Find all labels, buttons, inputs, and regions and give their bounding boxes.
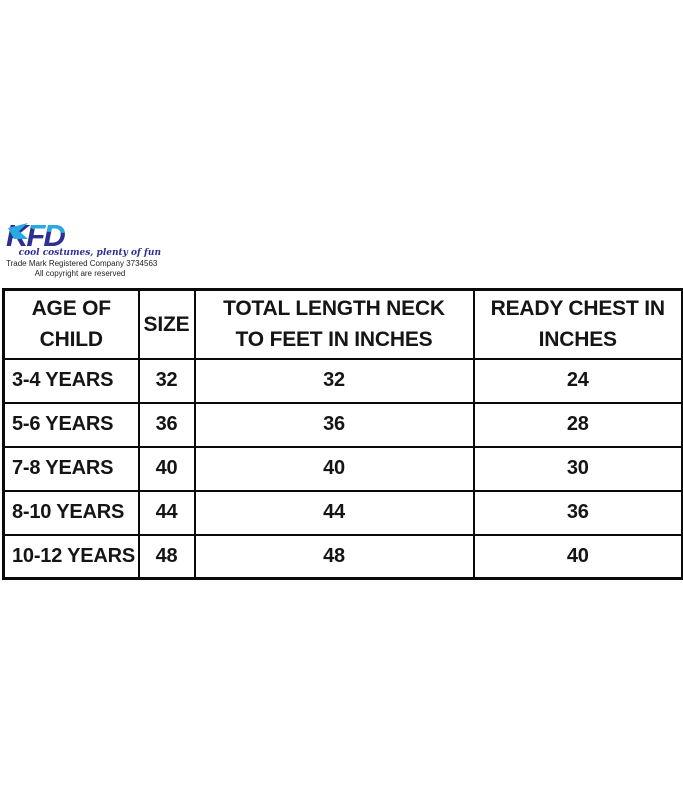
table-row: 3-4 YEARS 32 32 24 [2, 357, 683, 404]
logo-swoosh-shape [8, 223, 28, 239]
age-cell: 3-4 YEARS [2, 357, 140, 404]
value-cell: 28 [472, 401, 683, 448]
value-cell: 40 [137, 445, 196, 492]
value-cell: 44 [193, 489, 475, 536]
column-header-chest: READY CHEST IN INCHES [472, 288, 683, 360]
value-cell: 40 [472, 533, 683, 580]
table-row: 10-12 YEARS 48 48 40 [2, 533, 683, 580]
column-header-length: TOTAL LENGTH NECK TO FEET IN INCHES [193, 288, 475, 360]
table-header: AGE OF CHILD SIZE TOTAL LENGTH NECK TO F… [2, 288, 683, 360]
trademark-text: Trade Mark Registered Company 3734563 [6, 259, 158, 268]
value-cell: 44 [137, 489, 196, 536]
column-header-chest-label: READY CHEST IN INCHES [490, 297, 665, 352]
header-row: AGE OF CHILD SIZE TOTAL LENGTH NECK TO F… [2, 288, 683, 360]
column-header-size-label: SIZE [143, 313, 190, 337]
table-row: 5-6 YEARS 36 36 28 [2, 401, 683, 448]
table-body: 3-4 YEARS 32 32 24 5-6 YEARS 36 36 28 7-8 YEARS 4… [2, 357, 683, 580]
column-header-size: SIZE [137, 288, 196, 360]
age-cell: 7-8 YEARS [2, 445, 140, 492]
age-cell: 5-6 YEARS [2, 401, 140, 448]
column-header-age-label: AGE OF CHILD [31, 297, 112, 352]
value-cell: 36 [193, 401, 475, 448]
logo-tagline: cool costumes, plenty of fun [18, 248, 161, 258]
value-cell: 48 [193, 533, 475, 580]
table-row: 8-10 YEARS 44 44 36 [2, 489, 683, 536]
table-row: 7-8 YEARS 40 40 30 [2, 445, 683, 492]
value-cell: 36 [472, 489, 683, 536]
column-header-age: AGE OF CHILD [2, 288, 140, 360]
value-cell: 48 [137, 533, 196, 580]
kfd-logo-icon: KFD KFD [6, 219, 67, 250]
size-chart-table: AGE OF CHILD SIZE TOTAL LENGTH NECK TO F… [2, 288, 683, 580]
value-cell: 32 [193, 357, 475, 404]
column-header-length-label: TOTAL LENGTH NECK TO FEET IN INCHES [223, 297, 445, 352]
value-cell: 24 [472, 357, 683, 404]
brand-logo-block: KFD KFD cool costumes, plenty of fun Tra… [6, 219, 176, 278]
copyright-text: All copyright are reserved [34, 269, 126, 278]
age-cell: 10-12 YEARS [2, 533, 140, 580]
value-cell: 40 [193, 445, 475, 492]
value-cell: 32 [137, 357, 196, 404]
age-cell: 8-10 YEARS [2, 489, 140, 536]
value-cell: 36 [137, 401, 196, 448]
value-cell: 30 [472, 445, 683, 492]
